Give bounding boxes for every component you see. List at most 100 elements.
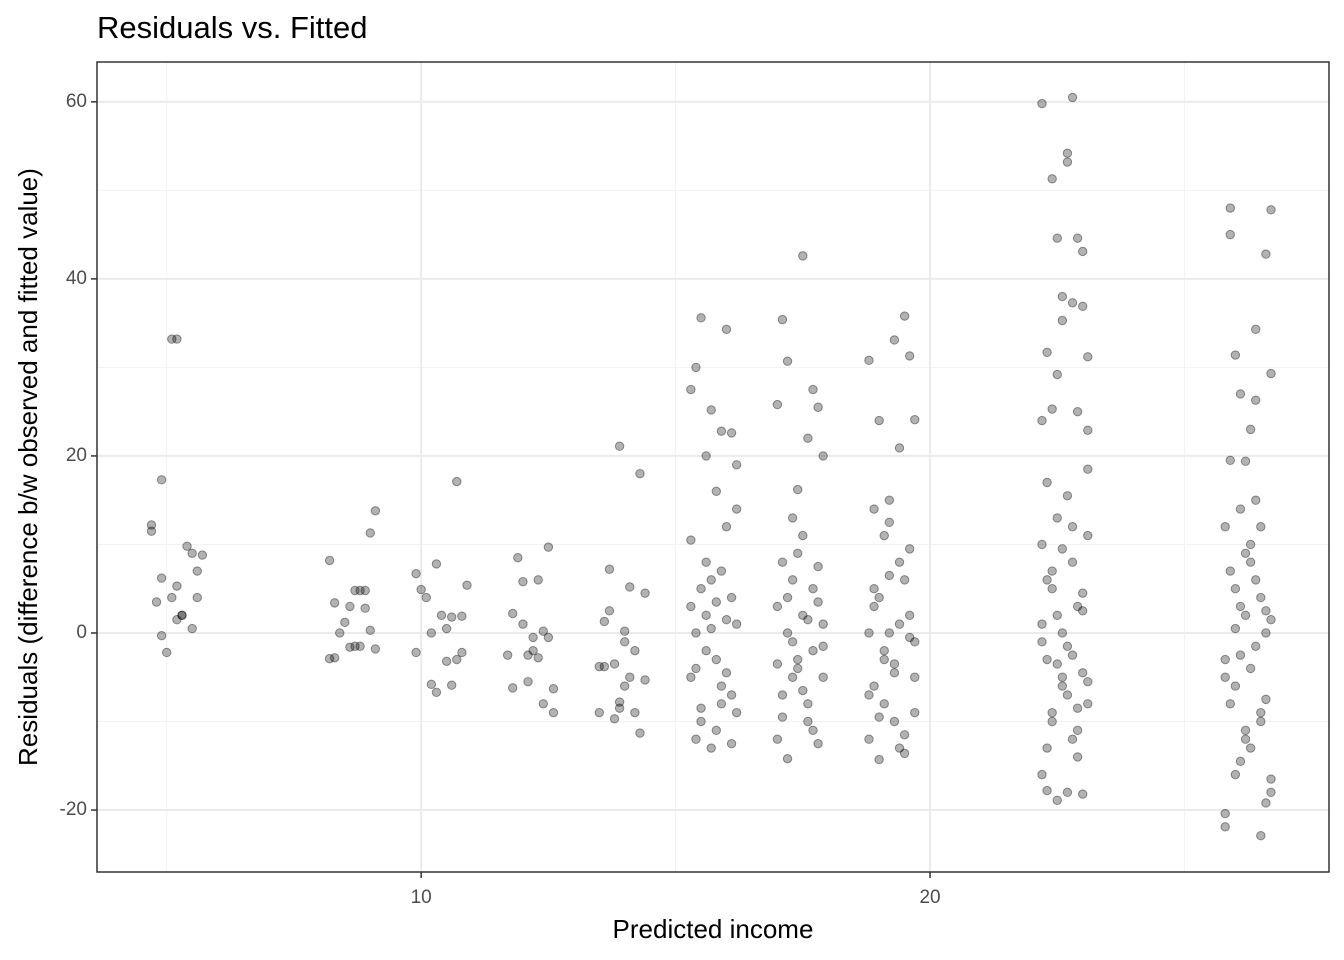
point	[1251, 324, 1261, 335]
point	[411, 647, 421, 658]
point	[686, 535, 696, 545]
point	[324, 555, 335, 566]
point	[1235, 650, 1246, 660]
point	[462, 580, 472, 590]
point	[355, 585, 365, 596]
point	[1078, 668, 1088, 678]
point	[808, 584, 818, 594]
point	[894, 619, 905, 629]
point	[1042, 743, 1052, 753]
point	[1083, 676, 1093, 687]
point	[910, 707, 920, 718]
point	[1067, 298, 1078, 308]
point	[1057, 291, 1068, 302]
point	[1067, 92, 1078, 103]
point	[1230, 769, 1241, 780]
point	[701, 557, 711, 567]
point	[899, 311, 910, 321]
point	[635, 728, 645, 738]
point	[538, 699, 548, 709]
point	[1256, 831, 1266, 841]
point	[508, 683, 518, 693]
point	[1245, 424, 1256, 435]
point	[620, 637, 630, 647]
point	[879, 699, 889, 709]
point	[1062, 157, 1073, 167]
point	[869, 601, 879, 612]
point	[172, 615, 182, 625]
point	[874, 415, 884, 426]
point	[1235, 389, 1246, 399]
point	[777, 690, 788, 700]
chart-title: Residuals vs. Fitted	[97, 10, 368, 45]
point	[813, 597, 823, 607]
point	[772, 601, 783, 612]
point	[523, 676, 533, 687]
point	[1225, 699, 1235, 709]
point	[716, 566, 727, 576]
point	[1042, 575, 1052, 585]
point	[798, 685, 808, 696]
point	[1062, 641, 1073, 651]
point	[716, 426, 727, 436]
point	[614, 697, 625, 707]
point	[721, 668, 732, 678]
point	[716, 681, 727, 691]
point	[818, 641, 828, 651]
point	[1220, 808, 1230, 819]
point	[894, 443, 905, 453]
point	[874, 592, 884, 603]
point	[691, 734, 701, 744]
point	[691, 362, 701, 373]
point	[457, 611, 467, 621]
point	[731, 460, 742, 470]
point	[594, 661, 604, 672]
point	[1083, 699, 1093, 709]
point	[543, 542, 554, 552]
point	[721, 324, 732, 335]
point	[360, 603, 370, 613]
point	[528, 645, 538, 656]
point	[192, 592, 202, 603]
point	[1083, 425, 1093, 435]
point	[177, 610, 187, 620]
point	[803, 699, 813, 709]
point	[889, 659, 900, 669]
point	[1261, 249, 1271, 259]
point	[1037, 637, 1047, 647]
point	[716, 699, 727, 709]
point	[167, 334, 177, 344]
point	[1072, 703, 1083, 713]
point	[808, 725, 818, 736]
y-tick-label: 40	[66, 268, 87, 289]
point	[721, 522, 732, 532]
point	[777, 314, 788, 325]
y-tick-label: -20	[60, 799, 87, 820]
point	[513, 553, 523, 563]
point	[798, 610, 808, 620]
point	[787, 575, 798, 585]
point	[711, 725, 722, 736]
point	[177, 610, 187, 620]
point	[599, 616, 610, 627]
point	[1078, 789, 1088, 799]
point	[904, 544, 915, 554]
point	[340, 617, 350, 628]
point	[696, 716, 706, 727]
y-axis-title: Residuals (difference b/w observed and f…	[13, 168, 43, 766]
point	[1047, 716, 1057, 727]
point	[813, 561, 823, 572]
point	[1037, 98, 1047, 109]
point	[614, 441, 625, 451]
point	[625, 672, 635, 682]
point	[1042, 477, 1052, 488]
point	[324, 653, 335, 664]
point	[609, 659, 620, 669]
point	[1245, 743, 1256, 753]
point	[187, 548, 197, 559]
point	[416, 584, 426, 595]
point	[1256, 716, 1266, 727]
point	[146, 520, 157, 530]
point	[782, 753, 793, 764]
point	[1251, 641, 1261, 651]
